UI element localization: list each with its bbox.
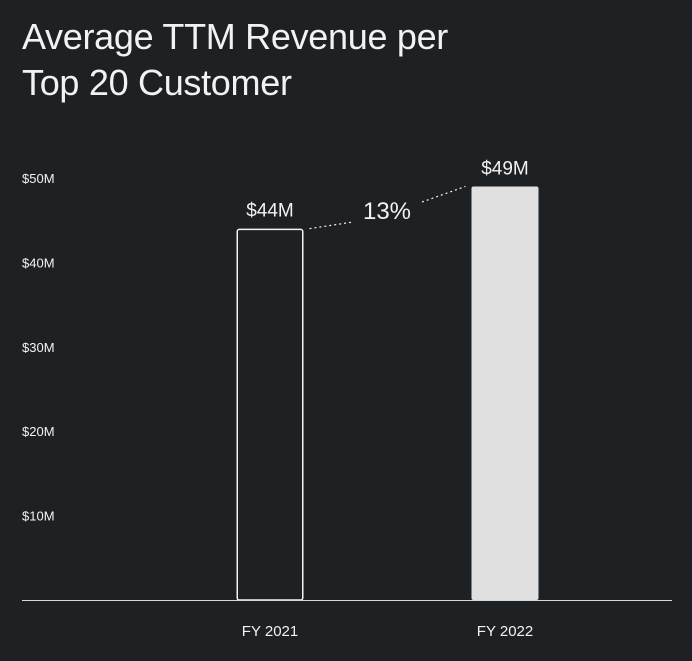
- bar-value-label: $49M: [481, 158, 529, 179]
- y-tick-label: $40M: [22, 255, 55, 270]
- bar-fy-2022: [471, 186, 539, 600]
- x-tick-label: FY 2022: [477, 623, 533, 640]
- bar-fy-2021: [236, 228, 304, 601]
- x-tick-label: FY 2021: [242, 623, 298, 640]
- y-tick-label: $30M: [22, 340, 55, 355]
- chart-title-line-1: Average TTM Revenue per: [22, 16, 448, 57]
- growth-connector-right: [421, 185, 466, 203]
- y-tick-label: $10M: [22, 509, 55, 524]
- bar-value-label: $44M: [246, 201, 294, 222]
- y-tick-label: $50M: [22, 171, 55, 186]
- growth-connector-left: [309, 221, 354, 230]
- chart-title: Average TTM Revenue per Top 20 Customer: [22, 14, 448, 106]
- growth-percent-label: 13%: [363, 198, 411, 225]
- y-tick-label: $20M: [22, 424, 55, 439]
- chart-title-line-2: Top 20 Customer: [22, 62, 292, 103]
